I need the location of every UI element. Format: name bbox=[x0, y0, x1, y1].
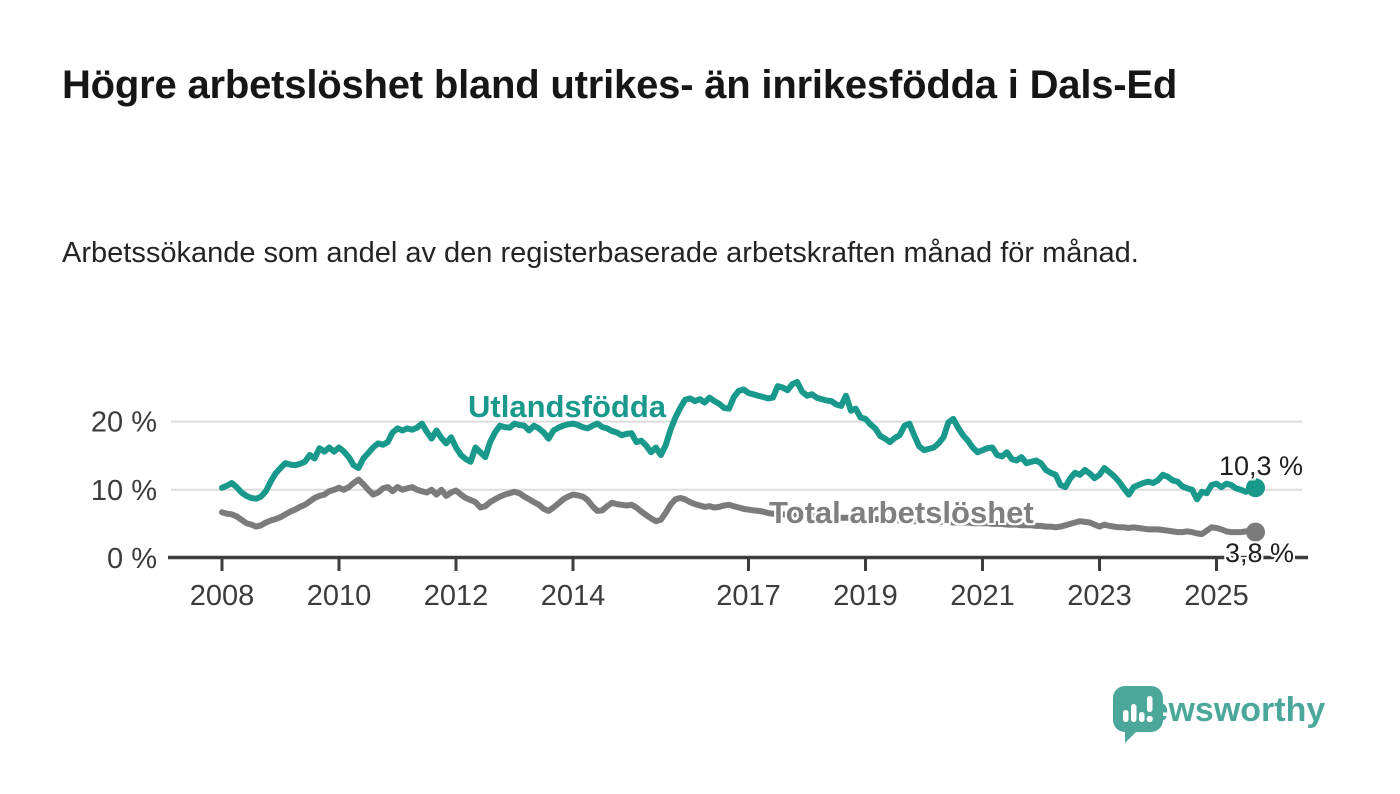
svg-text:20 %: 20 % bbox=[91, 407, 157, 439]
page-title: Högre arbetslöshet bland utrikes- än inr… bbox=[62, 63, 1178, 107]
svg-text:2019: 2019 bbox=[833, 580, 898, 612]
svg-text:2014: 2014 bbox=[541, 580, 606, 612]
svg-text:0 %: 0 % bbox=[107, 543, 157, 575]
svg-text:2012: 2012 bbox=[424, 580, 489, 612]
newsworthy-logo: Newsworthy bbox=[1113, 686, 1325, 743]
svg-text:2023: 2023 bbox=[1067, 580, 1132, 612]
svg-text:2021: 2021 bbox=[950, 580, 1015, 612]
svg-text:2025: 2025 bbox=[1184, 580, 1249, 612]
page-subtitle: Arbetssökande som andel av den registerb… bbox=[62, 237, 1139, 269]
end-value-total: 3,8 % bbox=[1225, 538, 1295, 568]
series-label-total-arbetsloshet: Total arbetslöshet bbox=[769, 495, 1034, 530]
svg-text:2008: 2008 bbox=[190, 580, 255, 612]
svg-text:2010: 2010 bbox=[307, 580, 372, 612]
end-value-utlandsfodda: 10,3 % bbox=[1219, 451, 1304, 481]
svg-text:10 %: 10 % bbox=[91, 475, 157, 507]
series-label-utlandsfodda: Utlandsfödda bbox=[468, 389, 667, 424]
svg-text:2017: 2017 bbox=[716, 580, 781, 612]
